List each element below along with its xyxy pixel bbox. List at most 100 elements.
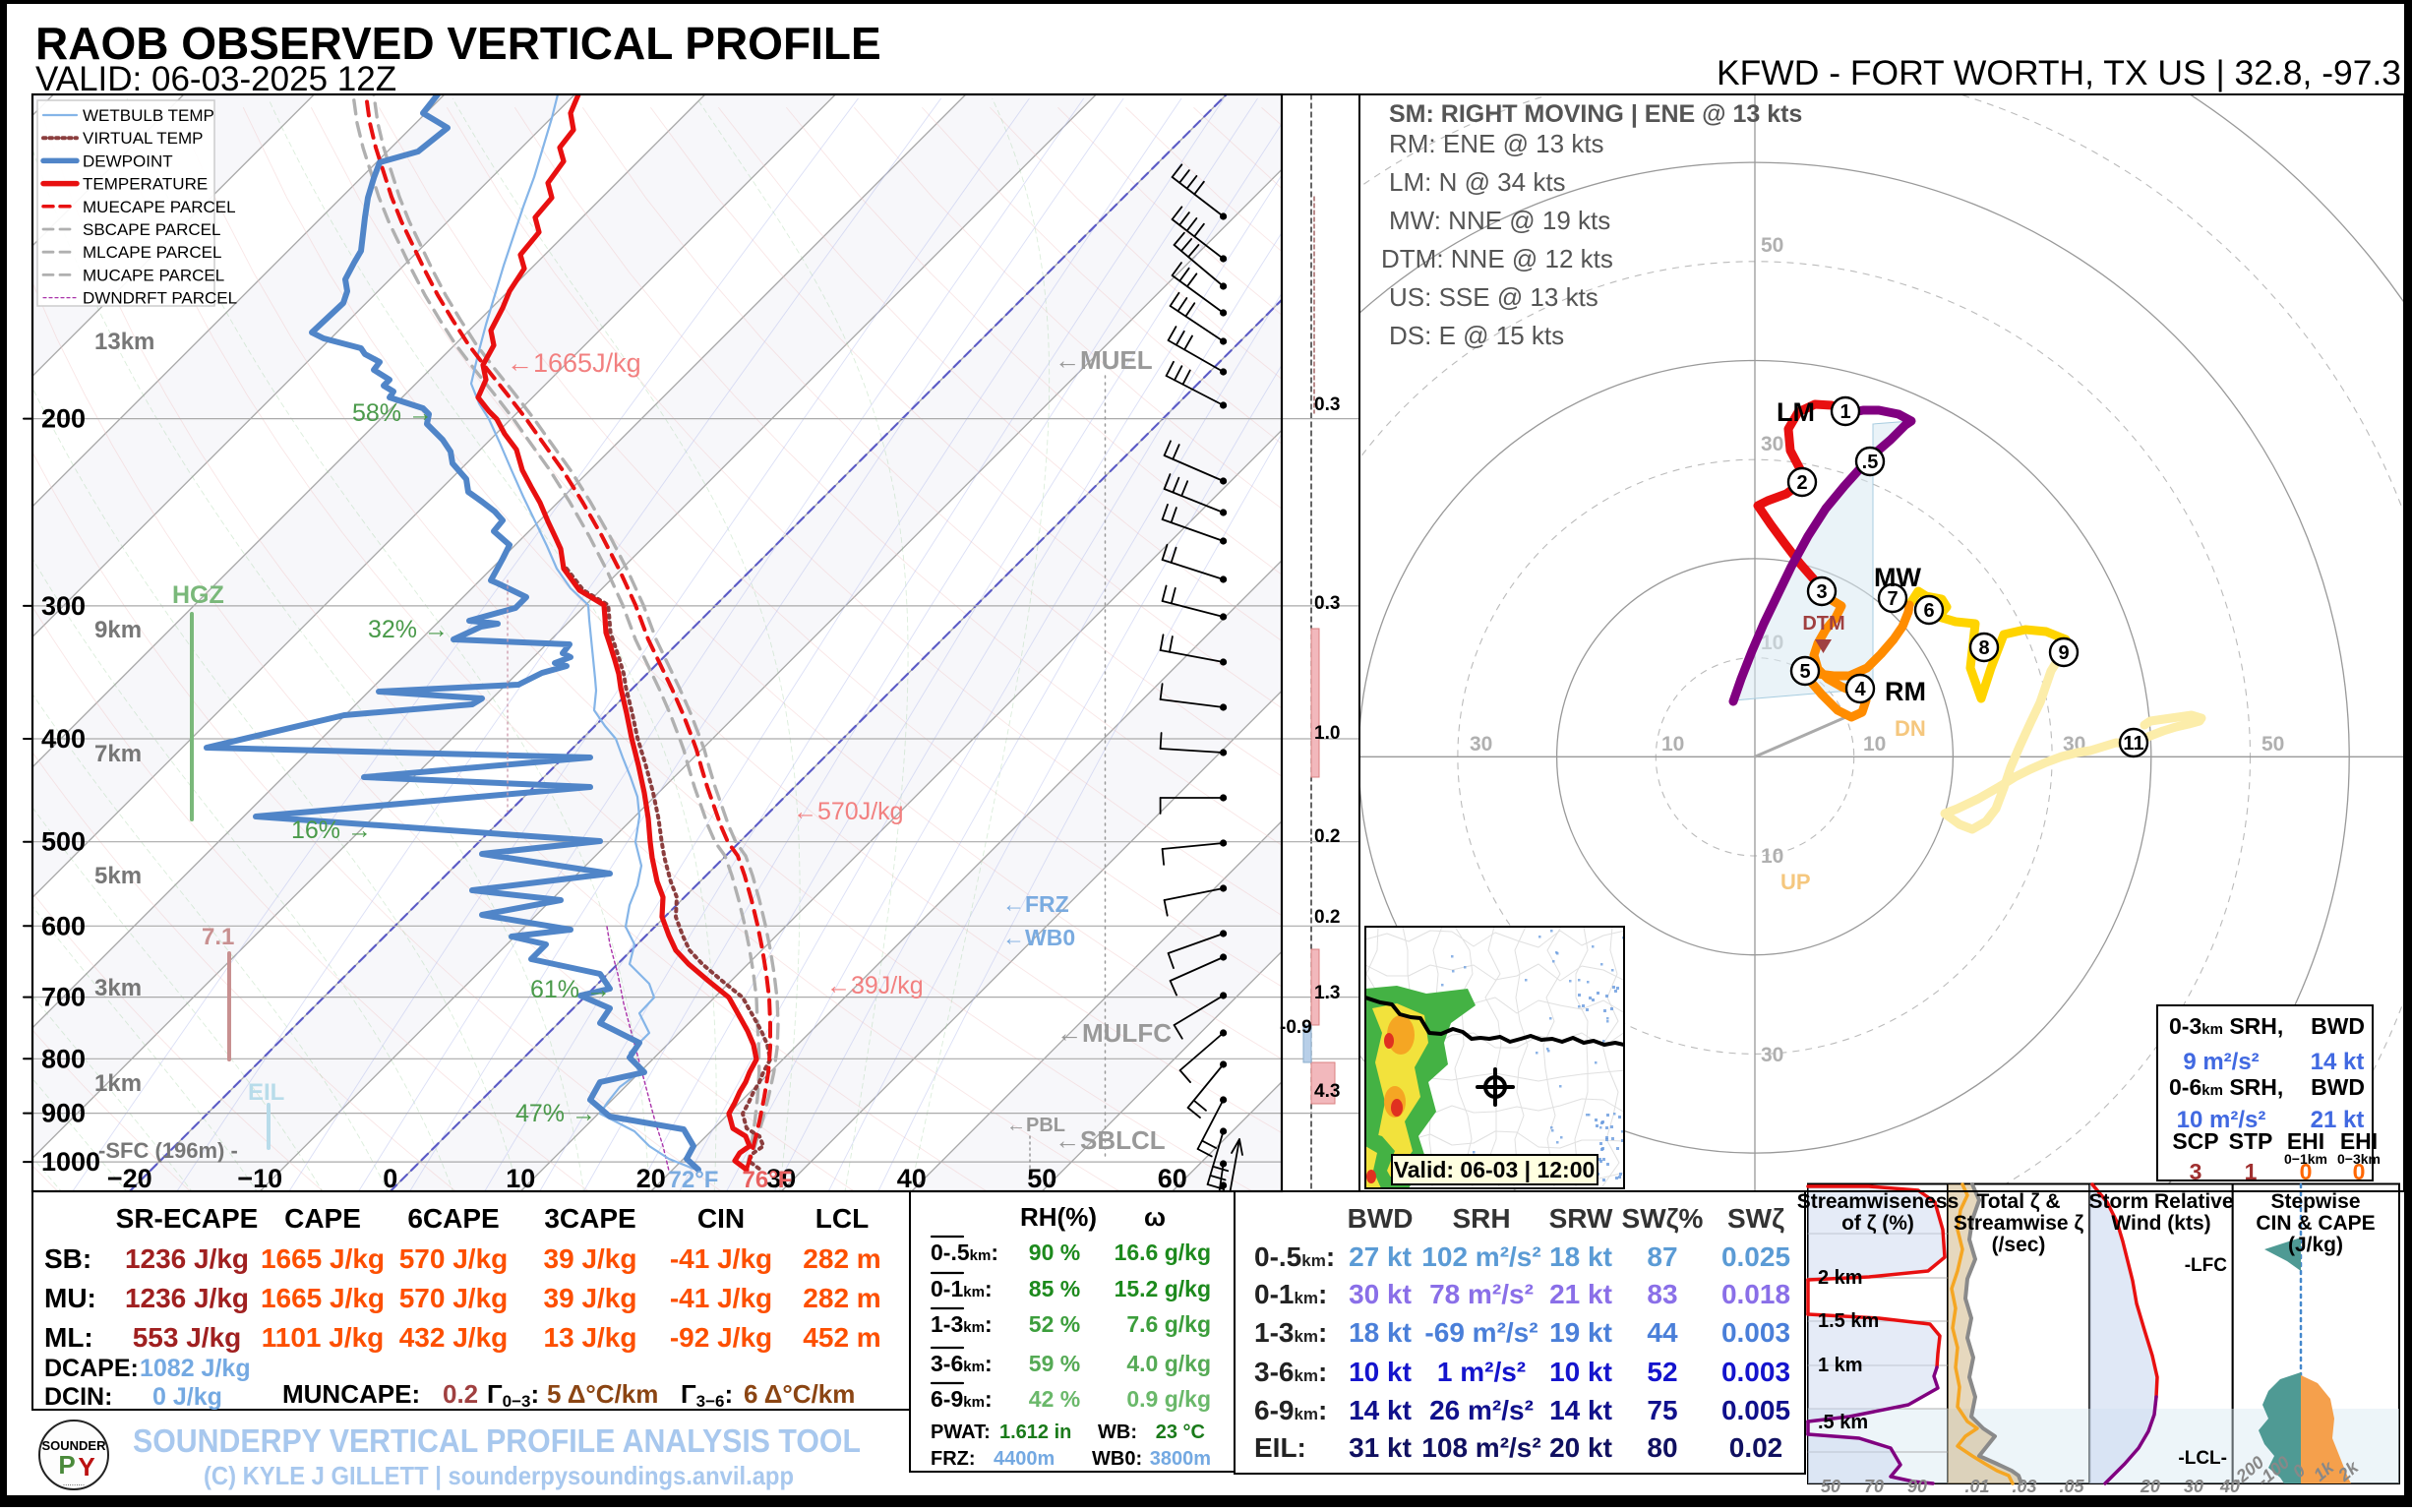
svg-text:SWζ%: SWζ% bbox=[1622, 1203, 1704, 1234]
svg-text:282 m: 282 m bbox=[803, 1243, 880, 1274]
svg-text:102 m²/s²: 102 m²/s² bbox=[1421, 1241, 1540, 1272]
svg-text:BWD: BWD bbox=[2311, 1074, 2365, 1100]
svg-text:39 J/kg: 39 J/kg bbox=[544, 1243, 637, 1274]
svg-text:2: 2 bbox=[1796, 472, 1807, 494]
svg-text:US: SSE @ 13 kts: US: SSE @ 13 kts bbox=[1389, 282, 1598, 312]
svg-text:-SFC (196m) -: -SFC (196m) - bbox=[98, 1138, 238, 1163]
svg-text:(C) KYLE J GILLETT | sounderpy: (C) KYLE J GILLETT | sounderpysoundings.… bbox=[204, 1461, 794, 1490]
svg-text:EHI: EHI bbox=[2287, 1128, 2324, 1154]
svg-text:Wind (kts): Wind (kts) bbox=[2111, 1212, 2210, 1235]
svg-text:SRH: SRH bbox=[1452, 1203, 1510, 1234]
svg-text:-LCL-: -LCL- bbox=[2178, 1448, 2227, 1469]
svg-text:23 °C: 23 °C bbox=[1156, 1421, 1205, 1443]
svg-text:DTM: NNE @ 12 kts: DTM: NNE @ 12 kts bbox=[1381, 244, 1613, 273]
svg-text:1236 J/kg: 1236 J/kg bbox=[125, 1243, 249, 1274]
svg-text:6CAPE: 6CAPE bbox=[407, 1203, 499, 1234]
svg-text:20 kt: 20 kt bbox=[1549, 1432, 1612, 1463]
svg-text:−20: −20 bbox=[107, 1164, 152, 1193]
svg-text:Y: Y bbox=[78, 1452, 94, 1482]
svg-text:2 km: 2 km bbox=[1818, 1267, 1863, 1289]
svg-text:SCP: SCP bbox=[2172, 1128, 2218, 1154]
svg-text:0−3km: 0−3km bbox=[2337, 1151, 2381, 1167]
svg-text:Streamwiseness: Streamwiseness bbox=[1797, 1190, 1960, 1213]
svg-text:50: 50 bbox=[1027, 1164, 1056, 1193]
svg-text:0.3: 0.3 bbox=[1314, 593, 1340, 614]
svg-text:60: 60 bbox=[1158, 1164, 1187, 1193]
svg-text:MUECAPE PARCEL: MUECAPE PARCEL bbox=[83, 198, 236, 216]
svg-text:7.1: 7.1 bbox=[202, 924, 234, 950]
svg-text:←FRZ: ←FRZ bbox=[1002, 891, 1069, 917]
svg-text:P: P bbox=[58, 1450, 75, 1480]
svg-text:282 m: 282 m bbox=[803, 1283, 880, 1313]
svg-text:6: 6 bbox=[1923, 600, 1934, 622]
svg-text:42 %: 42 % bbox=[1029, 1386, 1080, 1412]
svg-text:(/sec): (/sec) bbox=[1992, 1234, 2046, 1256]
svg-text:452 m: 452 m bbox=[803, 1322, 880, 1353]
svg-text:87: 87 bbox=[1647, 1241, 1677, 1272]
svg-text:4: 4 bbox=[1854, 679, 1866, 700]
svg-text:←MULFC: ←MULFC bbox=[1056, 1018, 1172, 1048]
svg-text:300: 300 bbox=[41, 591, 86, 621]
svg-text:.5: .5 bbox=[1862, 452, 1879, 473]
svg-text:0−1km: 0−1km bbox=[2284, 1151, 2327, 1167]
svg-text:DCIN:: DCIN: bbox=[44, 1383, 112, 1411]
svg-text:19 kt: 19 kt bbox=[1549, 1317, 1612, 1348]
svg-text:30: 30 bbox=[1761, 433, 1783, 455]
svg-text:31 kt: 31 kt bbox=[1349, 1432, 1412, 1463]
svg-text:←PBL: ←PBL bbox=[1006, 1115, 1065, 1136]
svg-text:1 m²/s²: 1 m²/s² bbox=[1437, 1357, 1526, 1387]
svg-text:0-3km SRH,: 0-3km SRH, bbox=[2169, 1013, 2283, 1039]
svg-text:←MUEL: ←MUEL bbox=[1055, 345, 1153, 375]
svg-text:21 kt: 21 kt bbox=[1549, 1279, 1612, 1309]
svg-text:40: 40 bbox=[2219, 1477, 2240, 1496]
svg-text:10 kt: 10 kt bbox=[1349, 1357, 1412, 1387]
svg-text:−10: −10 bbox=[237, 1164, 282, 1193]
svg-text:0 J/kg: 0 J/kg bbox=[152, 1383, 222, 1411]
svg-text:6-9km:: 6-9km: bbox=[1254, 1395, 1327, 1425]
svg-text:1000: 1000 bbox=[41, 1147, 100, 1177]
svg-text:-0.9: -0.9 bbox=[1280, 1017, 1312, 1038]
svg-text:1.0: 1.0 bbox=[1314, 723, 1340, 744]
svg-text:18 kt: 18 kt bbox=[1349, 1317, 1412, 1348]
svg-text:30: 30 bbox=[1470, 733, 1492, 756]
svg-text:50: 50 bbox=[2261, 733, 2284, 756]
svg-text:7.6 g/kg: 7.6 g/kg bbox=[1126, 1311, 1211, 1337]
svg-text:.05: .05 bbox=[2059, 1477, 2084, 1496]
svg-text:0.2: 0.2 bbox=[1314, 826, 1340, 847]
svg-text:SOUNDERPY VERTICAL PROFILE ANA: SOUNDERPY VERTICAL PROFILE ANALYSIS TOOL bbox=[133, 1422, 861, 1459]
svg-text:(J/kg): (J/kg) bbox=[2288, 1234, 2343, 1256]
svg-text:16% →: 16% → bbox=[291, 816, 372, 844]
svg-text:0.003: 0.003 bbox=[1721, 1317, 1790, 1348]
svg-text:20: 20 bbox=[2140, 1477, 2160, 1496]
svg-text:3CAPE: 3CAPE bbox=[544, 1203, 635, 1234]
svg-text:600: 600 bbox=[41, 911, 86, 940]
svg-text:72°F: 72°F bbox=[669, 1167, 719, 1193]
svg-text:3800m: 3800m bbox=[1150, 1448, 1211, 1470]
svg-text:..........: .......... bbox=[63, 1479, 85, 1487]
svg-text:15.2 g/kg: 15.2 g/kg bbox=[1115, 1276, 1211, 1301]
svg-text:3: 3 bbox=[2190, 1159, 2202, 1184]
svg-text:0.025: 0.025 bbox=[1721, 1241, 1790, 1272]
svg-text:4.0 g/kg: 4.0 g/kg bbox=[1126, 1351, 1211, 1376]
svg-text:1101 J/kg: 1101 J/kg bbox=[262, 1322, 385, 1353]
svg-text:10: 10 bbox=[1761, 845, 1783, 868]
svg-text:14 kt: 14 kt bbox=[1549, 1395, 1612, 1425]
svg-text:.01: .01 bbox=[1964, 1477, 1989, 1496]
svg-text:WB:: WB: bbox=[1098, 1421, 1137, 1443]
svg-text:←SBLCL: ←SBLCL bbox=[1055, 1125, 1166, 1155]
svg-text:700: 700 bbox=[41, 983, 86, 1012]
svg-text:0: 0 bbox=[2300, 1159, 2313, 1184]
svg-text:1.612 in: 1.612 in bbox=[999, 1421, 1071, 1443]
svg-text:SM: RIGHT MOVING | ENE @ 13 kt: SM: RIGHT MOVING | ENE @ 13 kts bbox=[1389, 100, 1802, 128]
svg-text:CIN & CAPE: CIN & CAPE bbox=[2256, 1212, 2375, 1235]
svg-text:9: 9 bbox=[2058, 642, 2069, 664]
svg-text:61% →: 61% → bbox=[530, 976, 611, 1003]
svg-text:WETBULB TEMP: WETBULB TEMP bbox=[83, 106, 214, 125]
svg-text:SR-ECAPE: SR-ECAPE bbox=[116, 1203, 259, 1234]
svg-text:83: 83 bbox=[1647, 1279, 1677, 1309]
svg-text:MW: NNE @ 19 kts: MW: NNE @ 19 kts bbox=[1389, 206, 1610, 235]
svg-text:14 kt: 14 kt bbox=[2311, 1049, 2365, 1075]
svg-text:-41 J/kg: -41 J/kg bbox=[670, 1243, 772, 1274]
svg-text:VALID: 06-03-2025 12Z: VALID: 06-03-2025 12Z bbox=[35, 60, 396, 98]
svg-text:MW: MW bbox=[1874, 563, 1921, 592]
